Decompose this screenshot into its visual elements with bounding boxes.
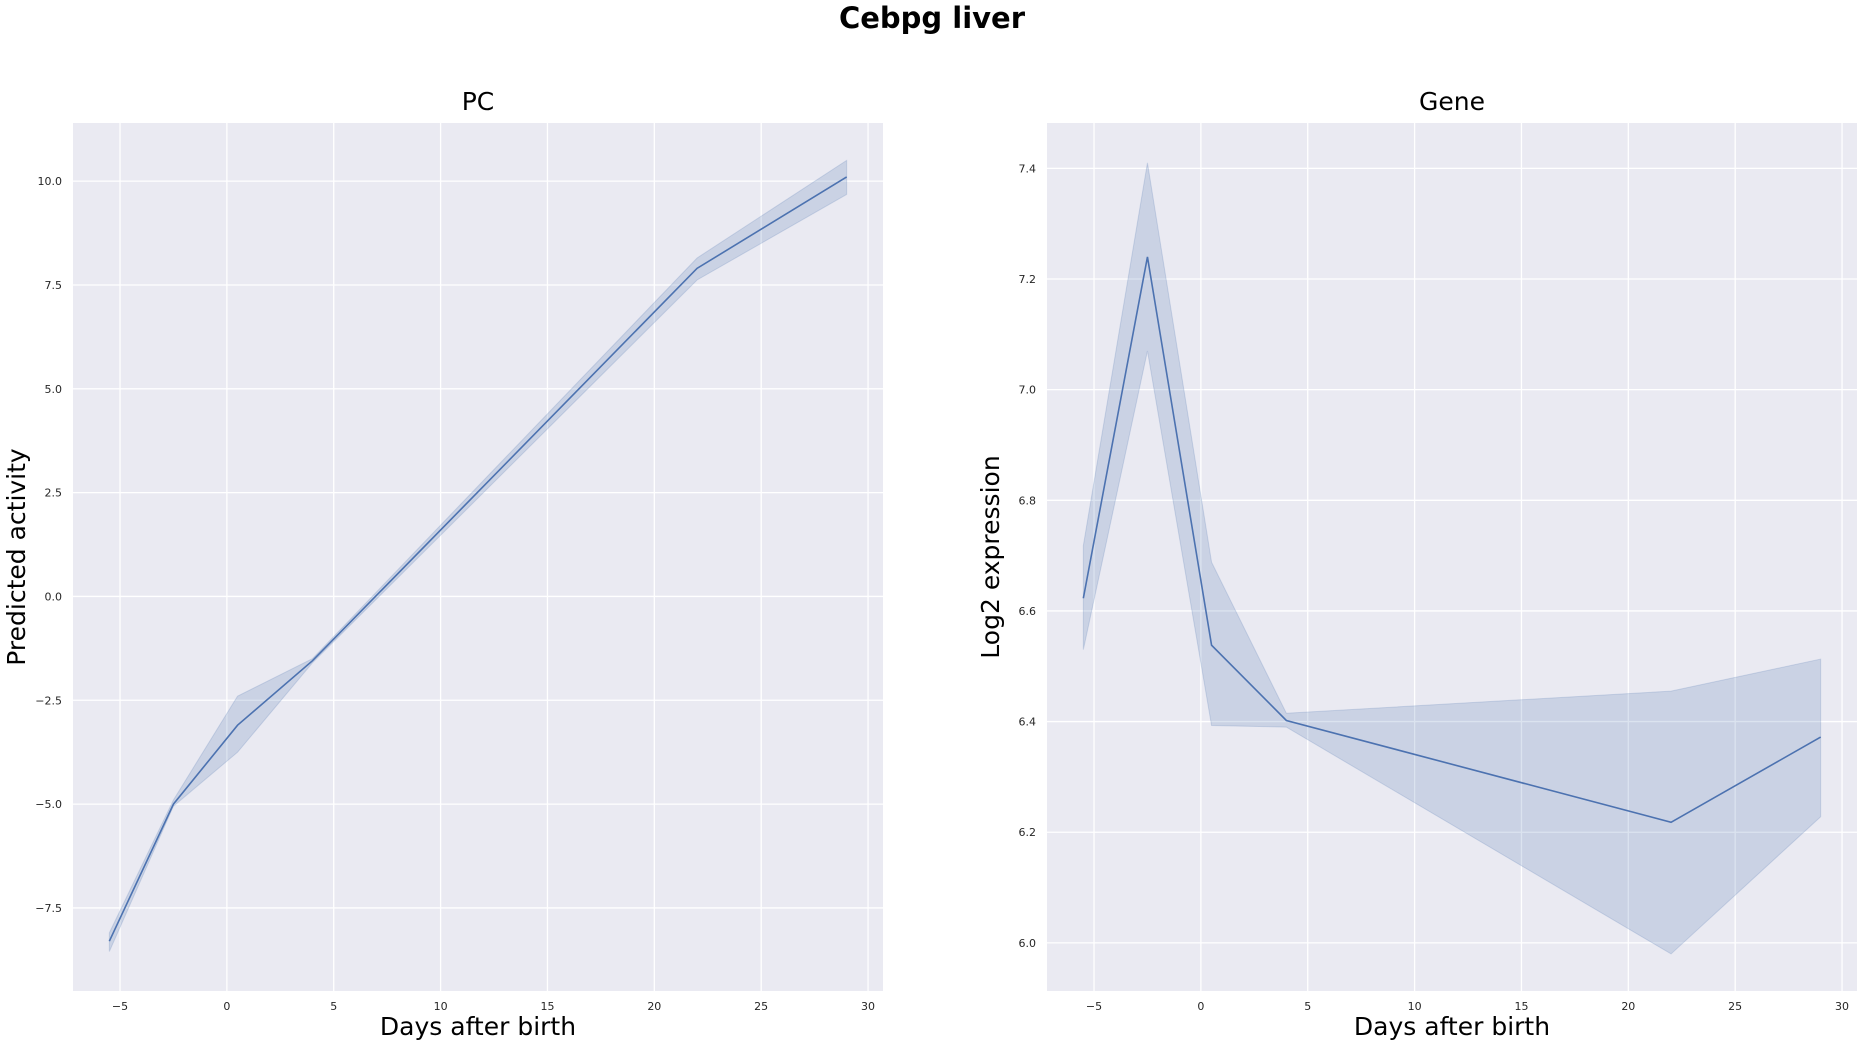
gene-y-tick-label: 6.6 [1019, 605, 1037, 618]
gene-y-tick-label: 6.8 [1019, 494, 1037, 507]
pc-x-tick-label: 30 [861, 1000, 875, 1013]
pc-y-tick-label: −2.5 [35, 694, 62, 707]
pc-y-tick-label: 0.0 [45, 590, 63, 603]
gene-x-tick-label: 25 [1728, 1000, 1742, 1013]
gene-x-tick-label: 5 [1304, 1000, 1311, 1013]
pc-y-axis-label: Predicted activity [2, 448, 31, 666]
gene-plot-area [1047, 123, 1857, 991]
gene-y-tick-label: 7.4 [1019, 162, 1037, 175]
pc-x-tick-label: 25 [754, 1000, 768, 1013]
panel-pc: −5 0 5 10 15 20 25 30 −7.5 −5.0 −2.5 0.0 2.5 5.0 7.5 10… [2, 87, 883, 1041]
pc-plot-area [73, 123, 883, 991]
pc-x-tick-label: 0 [223, 1000, 230, 1013]
pc-x-tick-label: −5 [112, 1000, 128, 1013]
gene-y-tick-label: 6.2 [1019, 826, 1037, 839]
pc-x-tick-label: 5 [330, 1000, 337, 1013]
pc-y-tick-label: −7.5 [35, 902, 62, 915]
pc-y-tick-label: 7.5 [45, 279, 63, 292]
gene-x-tick-label: 10 [1408, 1000, 1422, 1013]
pc-y-tick-label: 5.0 [45, 383, 63, 396]
pc-x-tick-label: 15 [540, 1000, 554, 1013]
gene-y-tick-label: 6.0 [1019, 937, 1037, 950]
pc-y-tick-label: −5.0 [35, 798, 62, 811]
gene-x-tick-label: 0 [1197, 1000, 1204, 1013]
pc-series-line [108, 176, 848, 942]
panel-gene: −5 0 5 10 15 20 25 30 6.0 6.2 6.4 6.6 6.8 7.0 7.2 7.4 Ge… [976, 87, 1857, 1041]
pc-x-tick-label: 20 [647, 1000, 661, 1013]
figure-suptitle: Cebpg liver [839, 1, 1026, 35]
pc-x-axis-label: Days after birth [380, 1012, 576, 1041]
gene-y-axis-label: Log2 expression [976, 455, 1005, 658]
gene-x-tick-label: 30 [1835, 1000, 1849, 1013]
gene-confidence-band [1082, 162, 1822, 955]
gene-x-tick-label: −5 [1086, 1000, 1102, 1013]
gene-x-axis-label: Days after birth [1354, 1012, 1550, 1041]
gene-x-tick-label: 20 [1621, 1000, 1635, 1013]
pc-confidence-band [108, 159, 848, 952]
pc-title: PC [462, 87, 495, 116]
gene-x-tick-label: 15 [1514, 1000, 1528, 1013]
pc-y-tick-label: 2.5 [45, 487, 63, 500]
gene-y-tick-label: 7.2 [1019, 273, 1037, 286]
gene-series-line [1082, 256, 1822, 824]
gene-y-tick-label: 6.4 [1019, 716, 1037, 729]
gene-title: Gene [1419, 87, 1485, 116]
gene-y-tick-label: 7.0 [1019, 384, 1037, 397]
pc-y-tick-label: 10.0 [38, 175, 63, 188]
pc-x-tick-label: 10 [434, 1000, 448, 1013]
